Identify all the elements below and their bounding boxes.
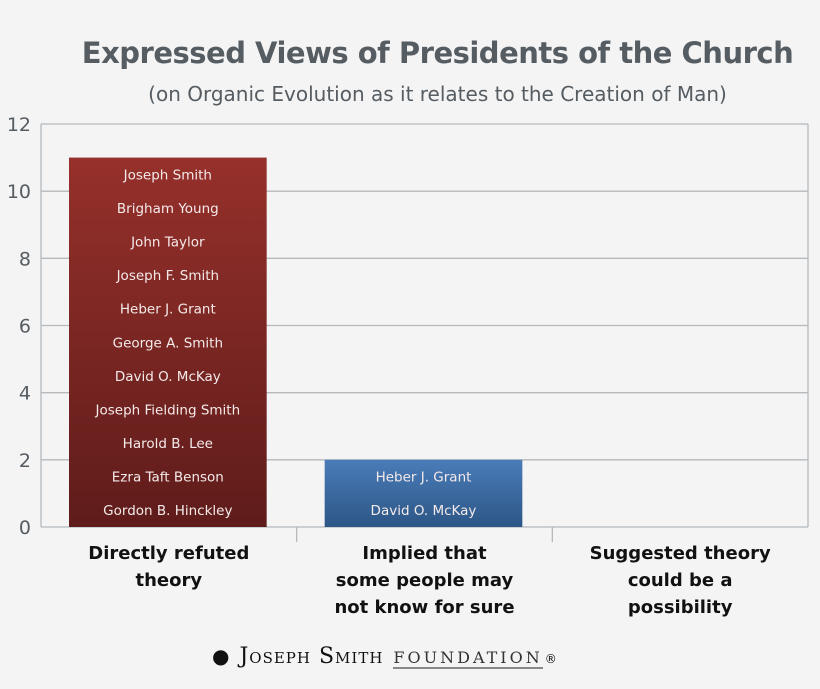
bar-label: John Taylor <box>130 235 205 251</box>
y-tick-label: 6 <box>19 316 31 338</box>
bar-label: David O. McKay <box>371 503 477 519</box>
logo-sub-text: Foundation <box>393 648 543 669</box>
registered-mark: ® <box>544 652 557 666</box>
bar-0 <box>69 157 267 528</box>
logo-main-text: Joseph Smith <box>239 644 384 669</box>
y-tick-label: 10 <box>7 181 31 203</box>
y-tick-label: 12 <box>7 114 31 136</box>
x-category-label: Directly refuted <box>88 543 249 564</box>
x-category-label: Implied that <box>362 543 487 564</box>
bar-label: Heber J. Grant <box>376 470 472 486</box>
bar-label: George A. Smith <box>113 335 223 351</box>
bar-label: Joseph Fielding Smith <box>95 402 241 418</box>
chart-subtitle: (on Organic Evolution as it relates to t… <box>148 82 727 106</box>
bar-label: Joseph Smith <box>123 167 212 183</box>
x-category-label: Suggested theory <box>590 543 771 564</box>
x-category-label: some people may <box>336 570 514 591</box>
foundation-logo: ● Joseph Smith Foundation ® <box>212 644 557 669</box>
x-category-label: could be a <box>628 570 733 591</box>
bar-label: Joseph F. Smith <box>116 268 220 284</box>
bar-label: Brigham Young <box>117 201 219 217</box>
x-category-label: not know for sure <box>334 597 514 618</box>
chart-title: Expressed Views of Presidents of the Chu… <box>81 36 794 70</box>
silhouette-icon: ● <box>212 644 230 668</box>
y-tick-label: 2 <box>19 450 31 472</box>
bar-label: David O. McKay <box>115 369 221 385</box>
x-category-label: possibility <box>628 597 733 618</box>
y-tick-label: 8 <box>19 248 31 270</box>
bar-label: Harold B. Lee <box>123 436 213 452</box>
y-tick-label: 4 <box>19 383 31 405</box>
y-tick-label: 0 <box>19 517 31 539</box>
bar-label: Ezra Taft Benson <box>112 470 224 486</box>
bar-label: Gordon B. Hinckley <box>103 503 232 519</box>
x-category-label: theory <box>136 570 203 591</box>
bar-label: Heber J. Grant <box>120 302 216 318</box>
bar-1 <box>324 459 523 527</box>
